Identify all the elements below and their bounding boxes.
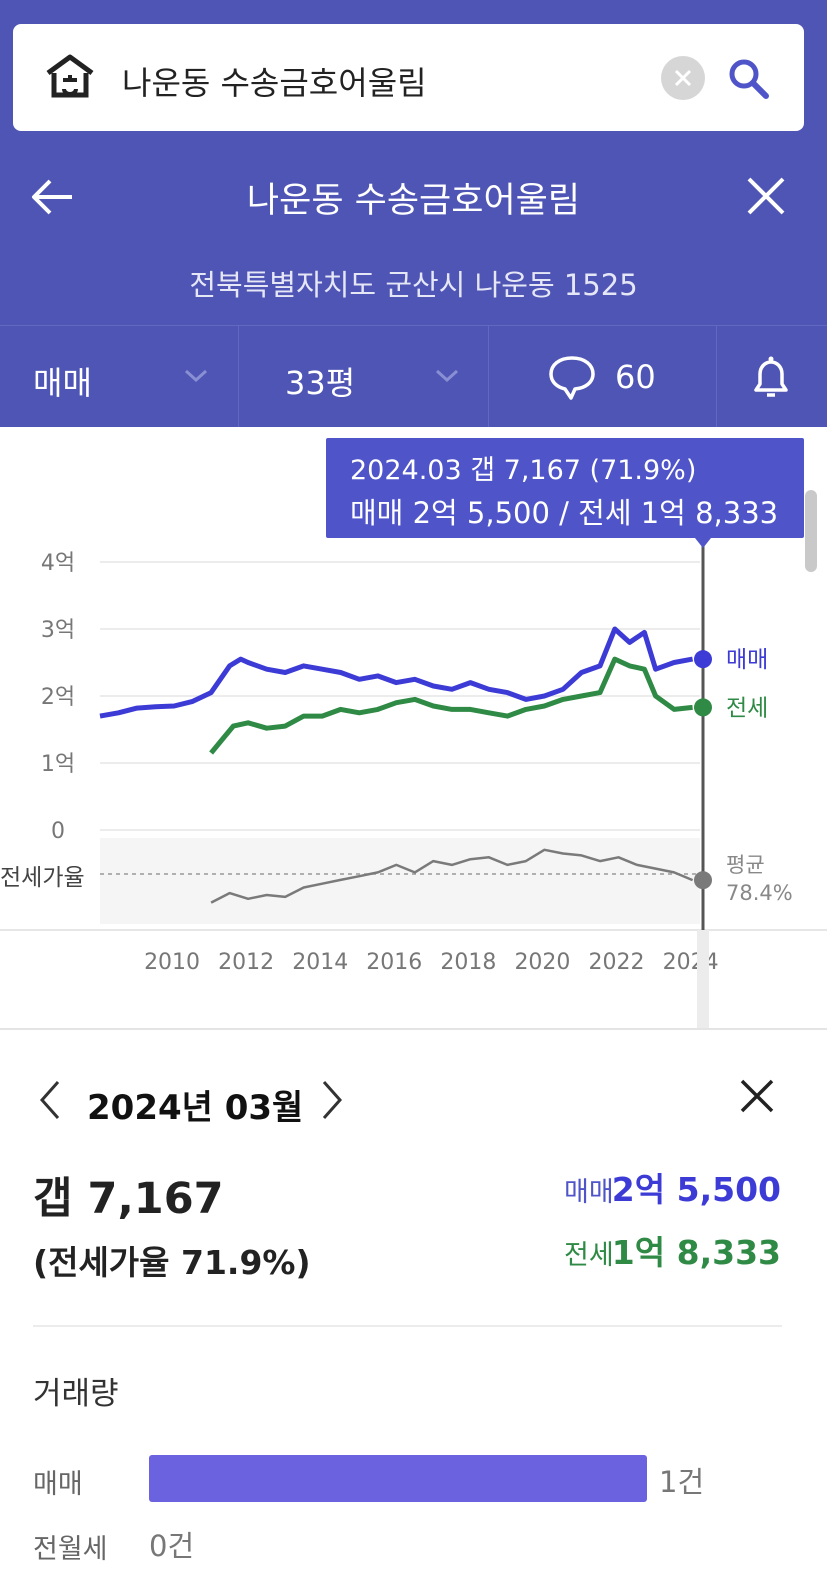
y-tick-label: 1억 xyxy=(41,752,75,777)
search-input[interactable]: 나운동 수송금호어울림 xyxy=(122,64,427,102)
tooltip-line-1: 2024.03 갭 7,167 (71.9%) xyxy=(350,455,697,486)
app-header: 나운동 수송금호어울림 나운동 수송금호어울림 전북특별자치도 군산시 나운동 … xyxy=(0,0,827,428)
trade-type-select[interactable]: 매매 xyxy=(0,326,239,428)
close-detail-icon[interactable] xyxy=(739,1078,775,1114)
series-end-point xyxy=(694,871,712,890)
volume-sale-label: 매매 xyxy=(33,1469,83,1500)
x-tick-label: 2012 xyxy=(218,950,274,975)
x-tick-label: 2016 xyxy=(366,950,422,975)
tooltip-line-2: 매매 2억 5,500 / 전세 1억 8,333 xyxy=(350,496,779,530)
search-icon[interactable] xyxy=(724,54,772,102)
volume-title: 거래량 xyxy=(33,1376,119,1412)
section-divider xyxy=(33,1325,782,1327)
jeonse-value: 1억 8,333 xyxy=(611,1233,781,1272)
page-title: 나운동 수송금호어울림 xyxy=(246,181,581,221)
comments-button[interactable]: 60 xyxy=(489,326,717,428)
chart-tooltip: 2024.03 갭 7,167 (71.9%) 매매 2억 5,500 / 전세… xyxy=(326,438,804,538)
x-tick-label: 2010 xyxy=(144,950,200,975)
volume-sale-bar xyxy=(149,1455,647,1502)
sale-value: 2억 5,500 xyxy=(611,1170,781,1209)
home-icon[interactable] xyxy=(44,53,96,99)
chevron-down-icon xyxy=(435,369,459,383)
volume-rent-count: 0건 xyxy=(149,1529,195,1563)
address-text: 전북특별자치도 군산시 나운동 1525 xyxy=(189,268,638,302)
series-end-point xyxy=(694,698,712,717)
series-end-label: 매매 xyxy=(726,647,768,673)
prev-month-icon[interactable] xyxy=(34,1076,64,1124)
scrollbar[interactable] xyxy=(805,490,817,572)
speech-bubble-icon xyxy=(549,356,595,400)
alert-button[interactable] xyxy=(717,326,827,428)
price-chart[interactable]: 4억 3억 2억 1억 0 2010 2012 2014 2016 2018 2020 2022 202… xyxy=(0,427,827,1030)
jeonse-ratio: (전세가율 71.9%) xyxy=(33,1243,311,1282)
ratio-average-label: 평균 xyxy=(726,853,765,877)
gap-value: 갭 7,167 xyxy=(33,1174,224,1224)
area-label: 33평 xyxy=(285,364,356,402)
volume-rent-label: 전월세 xyxy=(33,1534,108,1565)
x-tick-label: 2018 xyxy=(440,950,496,975)
filter-bar: 매매 33평 60 xyxy=(0,325,827,428)
y-tick-label: 3억 xyxy=(41,618,75,643)
series-end-label: 전세 xyxy=(726,695,768,721)
bell-icon xyxy=(754,356,788,397)
tooltip-pointer xyxy=(695,538,711,548)
close-icon[interactable] xyxy=(746,176,786,216)
cursor-stem xyxy=(697,930,709,1030)
chevron-down-icon xyxy=(184,369,208,383)
sale-label: 매매 xyxy=(564,1177,614,1208)
ratio-axis-label: 전세가율 xyxy=(0,865,85,891)
x-tick-label: 2020 xyxy=(514,950,570,975)
panel-divider xyxy=(0,1028,827,1030)
volume-sale-count: 1건 xyxy=(659,1465,705,1499)
trade-type-label: 매매 xyxy=(33,364,92,402)
x-tick-label: 2022 xyxy=(589,950,645,975)
clear-icon xyxy=(674,69,692,87)
series-end-point xyxy=(694,650,712,669)
y-tick-label: 4억 xyxy=(41,551,75,576)
ratio-average-value: 78.4% xyxy=(726,881,793,905)
clear-search-button[interactable] xyxy=(661,56,705,100)
area-select[interactable]: 33평 xyxy=(239,326,489,428)
series-line-sale xyxy=(99,626,694,719)
jeonse-label: 전세 xyxy=(564,1240,614,1271)
y-tick-label: 2억 xyxy=(41,685,75,710)
series-line-jeonse xyxy=(209,656,693,755)
comment-count: 60 xyxy=(615,358,656,396)
series-line-ratio xyxy=(210,848,694,904)
y-tick-label: 0 xyxy=(51,819,65,844)
next-month-icon[interactable] xyxy=(318,1076,348,1124)
back-arrow-icon[interactable] xyxy=(30,174,76,220)
month-title: 2024년 03월 xyxy=(87,1088,304,1128)
ratio-band xyxy=(100,838,700,924)
x-tick-label: 2014 xyxy=(292,950,348,975)
x-tick-label: 2024 xyxy=(663,950,719,975)
